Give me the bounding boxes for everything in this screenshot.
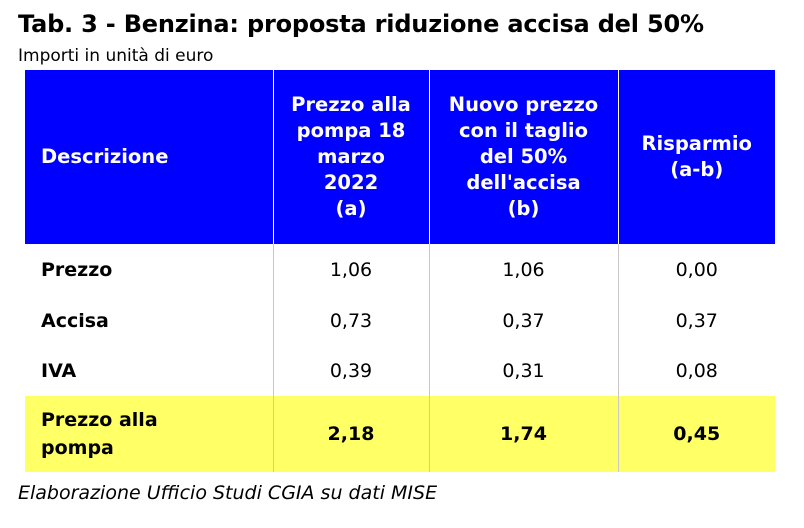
header-line: pompa 18 [296,119,406,142]
cell-saving: 0,37 [617,296,775,346]
total-row: Prezzo alla pompa 2,18 1,74 0,45 [25,396,775,472]
header-line: con il taglio [459,119,588,142]
total-saving: 0,45 [617,396,775,472]
table-row: IVA 0,39 0,31 0,08 [25,346,775,396]
cell-price-a: 0,39 [272,346,429,396]
header-description: Descrizione [25,70,273,244]
cell-price-a: 1,06 [272,244,429,296]
header-saving: Risparmio (a-b) [617,70,775,244]
row-label: IVA [41,360,77,382]
header-line: Nuovo prezzo [448,93,599,116]
header-line: Risparmio [641,132,752,155]
table-row: Prezzo 1,06 1,06 0,00 [25,244,775,296]
header-line: 2022 [323,171,379,194]
cell-saving: 0,00 [617,244,775,296]
total-price-b: 1,74 [428,396,618,472]
total-price-a: 2,18 [272,396,429,472]
header-line: Descrizione [41,145,169,168]
cell-price-a: 0,73 [272,296,429,346]
header-line: (a-b) [670,158,724,181]
total-label-line: pompa [41,437,114,459]
header-line: dell'accisa [466,171,581,194]
fuel-price-table: Descrizione Prezzo alla pompa 18 marzo 2… [25,70,775,472]
row-label: Accisa [41,310,109,332]
total-label-line: Prezzo alla [41,409,158,431]
header-line: (a) [335,197,367,220]
row-label: Prezzo [41,259,113,281]
header-pump-price: Prezzo alla pompa 18 marzo 2022 (a) [272,70,429,244]
source-note: Elaborazione Ufficio Studi CGIA su dati … [18,482,438,504]
cell-price-b: 0,31 [428,346,618,396]
cell-price-b: 1,06 [428,244,618,296]
header-line: marzo [317,145,385,168]
cell-price-b: 0,37 [428,296,618,346]
total-row-label: Prezzo alla pompa [25,396,273,472]
cell-saving: 0,08 [617,346,775,396]
table-title: Tab. 3 - Benzina: proposta riduzione acc… [18,10,704,38]
table-header-row: Descrizione Prezzo alla pompa 18 marzo 2… [25,70,775,244]
table-row: Accisa 0,73 0,37 0,37 [25,296,775,346]
table-subtitle: Importi in unità di euro [18,46,214,66]
header-line: Prezzo alla [291,93,411,116]
header-line: del 50% [479,145,568,168]
header-line: (b) [507,197,540,220]
header-new-price: Nuovo prezzo con il taglio del 50% dell'… [428,70,618,244]
